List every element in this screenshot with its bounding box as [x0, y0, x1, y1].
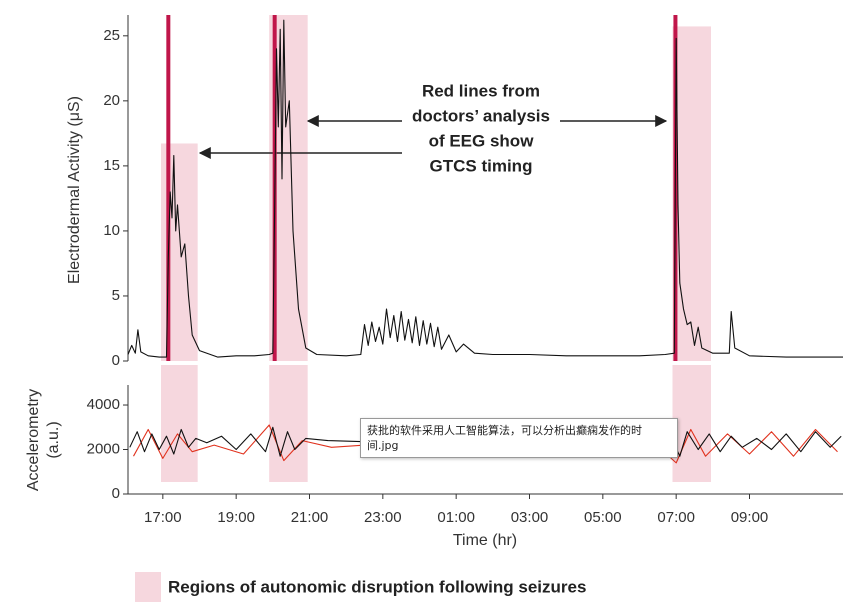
- y-tick-label: 20: [103, 92, 120, 109]
- line: [129, 426, 842, 457]
- x-tick-label: 17:00: [144, 509, 182, 526]
- y-axis-label: Accelerometry: [25, 389, 42, 491]
- y-tick-label: 0: [112, 485, 120, 502]
- annotation: GTCS timing: [430, 156, 533, 175]
- x-tick-label: 21:00: [291, 509, 329, 526]
- regions: [161, 15, 711, 482]
- y-axis-label: Electrodermal Activity (μS): [66, 96, 83, 284]
- x-axis-label: Time (hr): [453, 532, 517, 549]
- x-tick-label: 09:00: [731, 509, 769, 526]
- y-axis-label: (a.u.): [45, 421, 62, 458]
- region: [672, 365, 711, 482]
- y-tick-label: 0: [112, 352, 120, 369]
- line: [127, 19, 843, 358]
- y-tick-label: 4000: [87, 396, 120, 413]
- x-tick-label: 23:00: [364, 509, 402, 526]
- y-tick-label: 10: [103, 222, 120, 239]
- x-tick-label: 01:00: [437, 509, 475, 526]
- region: [269, 365, 308, 482]
- region: [161, 365, 198, 482]
- x-tick-label: 05:00: [584, 509, 622, 526]
- y-tick-label: 5: [112, 287, 120, 304]
- x-tick-label: 19:00: [217, 509, 255, 526]
- region: [672, 26, 711, 361]
- y-tick-label: 2000: [87, 440, 120, 457]
- y-tick-label: 15: [103, 157, 120, 174]
- x-tick-label: 07:00: [657, 509, 695, 526]
- annotation: doctors’ analysis: [412, 106, 550, 125]
- tooltip: 获批的软件采用人工智能算法，可以分析出癫痫发作的时间.jpg: [360, 418, 678, 458]
- legend-swatch: [135, 572, 161, 602]
- y-tick-label: 25: [103, 27, 120, 44]
- annotation: of EEG show: [429, 131, 535, 150]
- x-tick-label: 03:00: [511, 509, 549, 526]
- annotation: Red lines from: [422, 81, 540, 100]
- legend-label: Regions of autonomic disruption followin…: [168, 577, 586, 596]
